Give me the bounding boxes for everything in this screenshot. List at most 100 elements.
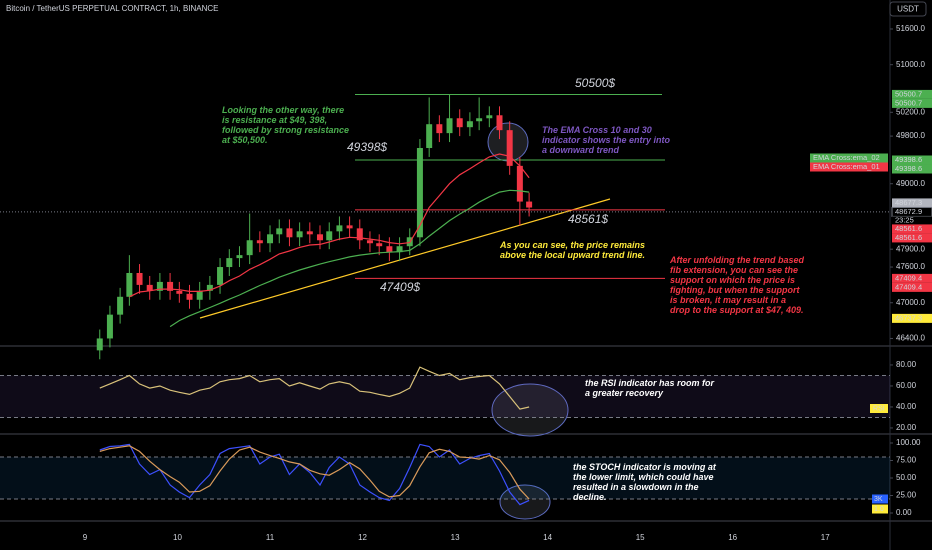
price-badge [892,198,932,208]
candle-body [276,228,283,235]
indicator-badge-label: 3K [874,496,883,503]
indicator-badge-label: 1.0 [874,506,884,513]
candle-body [296,231,303,238]
trend-line [199,198,611,319]
candle-body [176,290,183,294]
price-badge [892,89,932,99]
price-badge-label: 49398.6 [895,155,922,164]
indicator-line [99,366,530,410]
y-tick-label: 50200.0 [896,107,925,116]
countdown: 23:25 [895,215,914,224]
y-tick-label: 80.00 [896,360,917,369]
annotation: the STOCH indicator is moving at the low… [573,462,716,502]
y-tick-label: 49000.0 [896,179,925,188]
x-tick-label: 13 [451,533,460,542]
indicator-line [169,189,530,328]
price-badge-label: 47409.4 [895,273,922,282]
candle-body [496,115,503,131]
annotation: As you can see, the price remains above … [500,240,646,260]
candle-body [316,234,323,241]
candle-body [267,234,274,244]
candle-body [167,281,174,291]
y-tick-label: 50.00 [896,473,917,482]
y-tick-label: 40.00 [896,402,917,411]
candle-body [126,272,133,297]
price-badge [892,224,932,234]
price-badge [892,98,932,108]
y-tick-label: 49800.0 [896,131,925,140]
x-tick-label: 16 [728,533,737,542]
price-badge-label: 47409.4 [895,282,922,291]
candle-body [516,165,523,202]
level-label: 50500$ [575,76,615,90]
annotation: After unfolding the trend based fib exte… [670,255,804,315]
candle-body [306,231,313,235]
x-tick-label: 14 [543,533,552,542]
y-tick-label: 51000.0 [896,60,925,69]
y-tick-label: 0.00 [896,508,912,517]
candle-body [186,293,193,300]
y-tick-label: 46400.0 [896,334,925,343]
symbol-title: Bitcoin / TetherUS PERPETUAL CONTRACT, 1… [6,4,219,13]
candle-body [396,246,403,253]
annotation: The EMA Cross 10 and 30 indicator shows … [542,125,671,155]
y-tick-label: 51600.0 [896,24,925,33]
candle-body [246,240,253,256]
price-badge [892,313,932,323]
candle-body [336,225,343,232]
price-badge [892,282,932,292]
x-tick-label: 9 [83,533,88,542]
legend-label: EMA Cross:ema_01 [813,162,880,171]
currency-button[interactable] [889,1,927,17]
candle-body [96,338,103,351]
price-badge-label: 49398.6 [895,164,922,173]
candle-body [476,118,483,122]
candle-body [156,281,163,291]
candle-body [117,296,124,315]
countdown-badge [892,216,932,225]
price-badge [892,155,932,165]
candle-body [466,121,473,128]
candle-body [446,118,453,134]
x-tick-label: 17 [821,533,830,542]
highlight-circle [491,383,569,437]
level-label: 47409$ [380,280,420,294]
y-tick-label: 25.00 [896,491,917,500]
candle-body [206,284,213,291]
candle-body [366,240,373,244]
y-tick-label: 100.00 [896,438,921,447]
candle-body [386,246,393,253]
candle-body [136,272,143,285]
y-tick-label: 60.00 [896,381,917,390]
candle-body [196,290,203,300]
y-tick-label: 47600.0 [896,262,925,271]
candle-body [326,231,333,241]
y-tick-label: 20.00 [896,423,917,432]
indicator-badge [872,504,888,514]
price-badge [892,164,932,174]
annotation: the RSI indicator has room for a greater… [585,378,715,398]
y-tick-label: 47000.0 [896,298,925,307]
candle-body [356,228,363,241]
x-tick-label: 15 [636,533,645,542]
candle-body [456,118,463,128]
legend-label: EMA Cross:ema_02 [813,153,880,162]
indicator-line [99,443,530,506]
price-badge-label: 50500.7 [895,98,922,107]
indicator-badge-label: RSI [873,405,885,412]
y-tick-label: 47900.0 [896,244,925,253]
candle-body [376,243,383,247]
currency-label[interactable]: USDT [897,5,919,14]
candle-body [486,115,493,119]
price-badge-label: 48561.6 [895,224,922,233]
annotation: Looking the other way, there is resistan… [222,105,350,145]
indicator-badge [870,404,888,413]
x-tick-label: 12 [358,533,367,542]
candle-body [286,228,293,238]
candle-body [346,225,353,229]
band-fill [0,457,890,499]
candle-body [226,258,233,268]
indicator-badge [872,494,888,504]
